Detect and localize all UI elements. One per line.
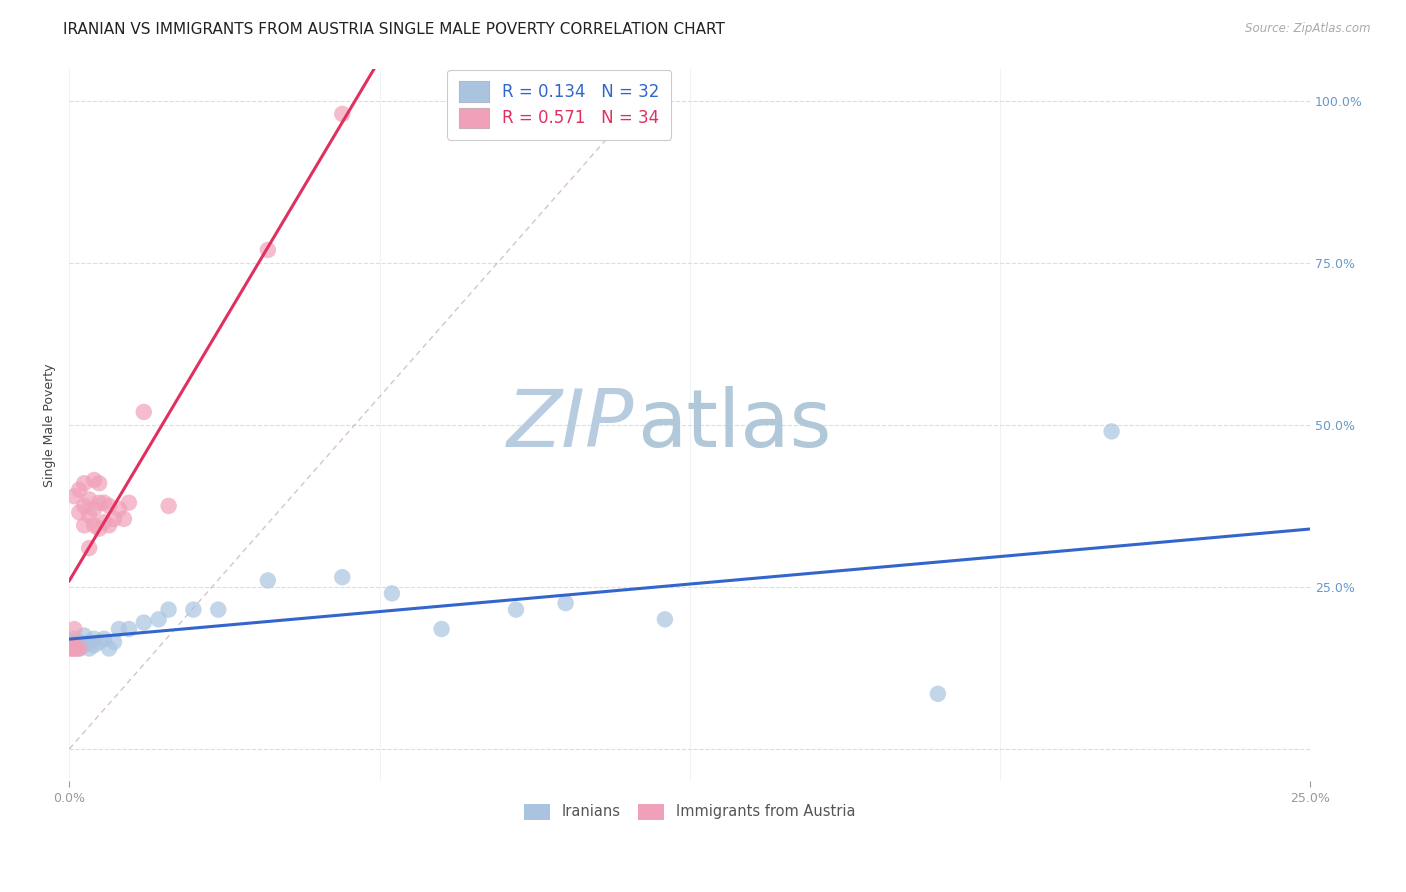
Point	[63, 641, 86, 656]
Point	[381, 586, 404, 600]
Text: atlas: atlas	[637, 386, 832, 464]
Point	[67, 641, 90, 656]
Point	[98, 499, 121, 513]
Y-axis label: Single Male Poverty: Single Male Poverty	[44, 363, 56, 487]
Point	[132, 615, 155, 630]
Point	[132, 405, 155, 419]
Point	[63, 632, 86, 646]
Point	[157, 602, 180, 616]
Point	[108, 622, 131, 636]
Point	[148, 612, 170, 626]
Point	[103, 512, 125, 526]
Point	[63, 622, 86, 636]
Point	[59, 641, 82, 656]
Point	[83, 638, 105, 652]
Point	[63, 641, 86, 656]
Point	[93, 632, 115, 646]
Point	[330, 570, 353, 584]
Point	[77, 541, 100, 555]
Point	[98, 518, 121, 533]
Text: Source: ZipAtlas.com: Source: ZipAtlas.com	[1246, 22, 1371, 36]
Point	[1101, 425, 1123, 439]
Point	[83, 502, 105, 516]
Point	[257, 574, 280, 588]
Point	[87, 476, 110, 491]
Point	[77, 508, 100, 523]
Point	[554, 596, 576, 610]
Point	[77, 492, 100, 507]
Point	[83, 632, 105, 646]
Point	[73, 499, 96, 513]
Point	[330, 107, 353, 121]
Point	[87, 522, 110, 536]
Point	[207, 602, 229, 616]
Point	[87, 635, 110, 649]
Point	[67, 483, 90, 497]
Point	[73, 476, 96, 491]
Point	[183, 602, 205, 616]
Point	[118, 496, 141, 510]
Point	[60, 641, 83, 656]
Point	[927, 687, 949, 701]
Point	[73, 628, 96, 642]
Point	[98, 641, 121, 656]
Point	[430, 622, 453, 636]
Point	[66, 641, 89, 656]
Point	[83, 518, 105, 533]
Point	[62, 638, 84, 652]
Point	[77, 641, 100, 656]
Text: IRANIAN VS IMMIGRANTS FROM AUSTRIA SINGLE MALE POVERTY CORRELATION CHART: IRANIAN VS IMMIGRANTS FROM AUSTRIA SINGL…	[63, 22, 725, 37]
Point	[67, 505, 90, 519]
Point	[108, 502, 131, 516]
Point	[63, 489, 86, 503]
Point	[93, 496, 115, 510]
Point	[654, 612, 676, 626]
Point	[118, 622, 141, 636]
Point	[112, 512, 135, 526]
Point	[257, 243, 280, 257]
Point	[60, 635, 83, 649]
Point	[87, 496, 110, 510]
Point	[73, 638, 96, 652]
Point	[77, 635, 100, 649]
Point	[73, 518, 96, 533]
Legend: Iranians, Immigrants from Austria: Iranians, Immigrants from Austria	[517, 797, 862, 825]
Point	[505, 602, 527, 616]
Point	[157, 499, 180, 513]
Point	[83, 473, 105, 487]
Point	[93, 515, 115, 529]
Point	[66, 638, 89, 652]
Text: ZIP: ZIP	[506, 386, 634, 464]
Point	[67, 641, 90, 656]
Point	[67, 635, 90, 649]
Point	[103, 635, 125, 649]
